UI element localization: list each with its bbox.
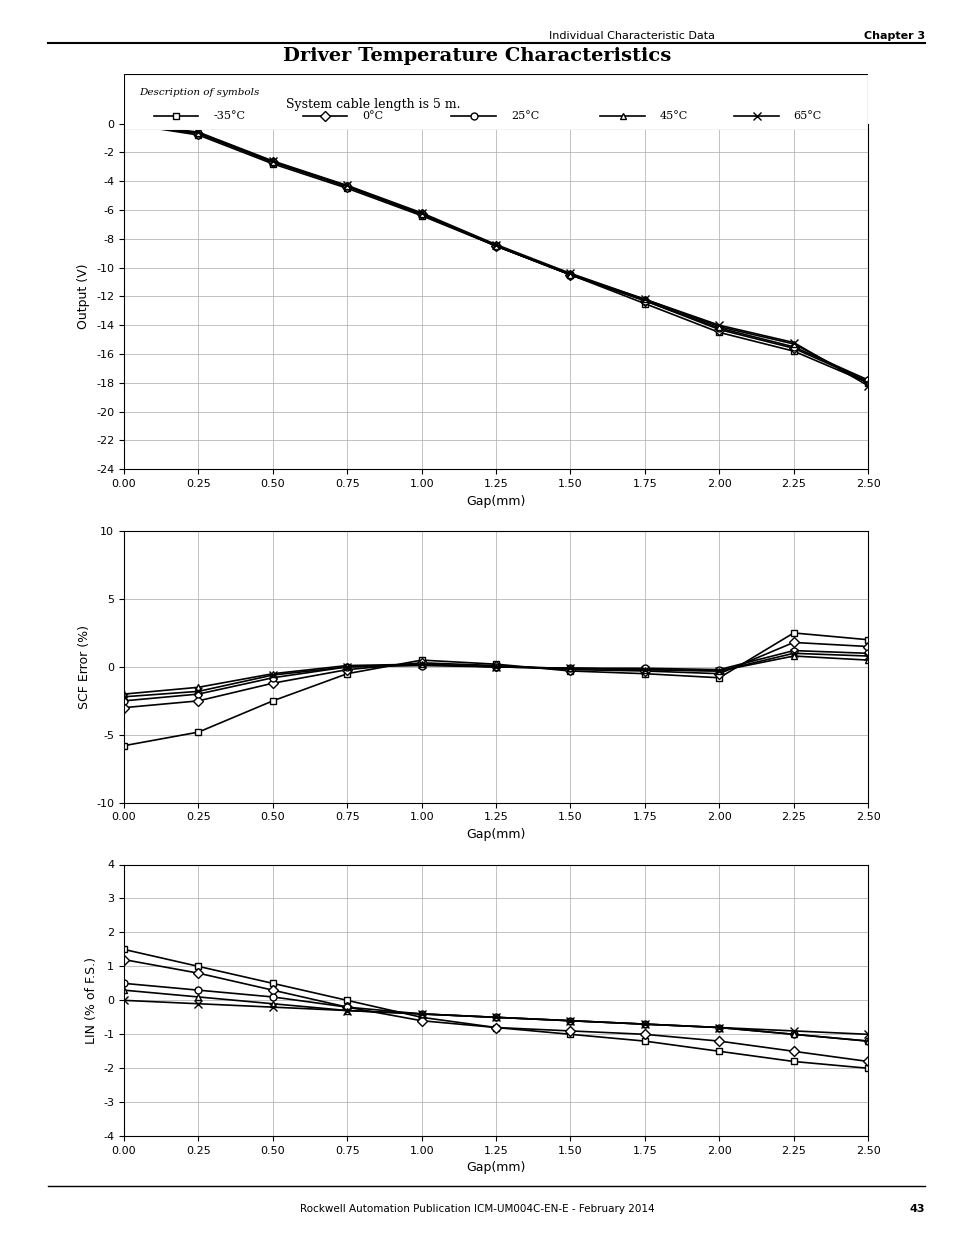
Y-axis label: SCF Error (%): SCF Error (%) <box>77 625 91 709</box>
Text: Rockwell Automation Publication ICM-UM004C-EN-E - February 2014: Rockwell Automation Publication ICM-UM00… <box>299 1204 654 1214</box>
Text: -35°C: -35°C <box>213 111 245 121</box>
X-axis label: Gap(mm): Gap(mm) <box>466 827 525 841</box>
Text: Individual Characteristic Data: Individual Characteristic Data <box>549 31 715 41</box>
Text: 65°C: 65°C <box>793 111 821 121</box>
X-axis label: Gap(mm): Gap(mm) <box>466 1161 525 1174</box>
Text: 45°C: 45°C <box>659 111 687 121</box>
Y-axis label: Output (V): Output (V) <box>77 263 91 330</box>
Text: Driver Temperature Characteristics: Driver Temperature Characteristics <box>283 47 670 64</box>
Text: 43: 43 <box>909 1204 924 1214</box>
Text: Description of symbols: Description of symbols <box>139 88 259 98</box>
Text: 25°C: 25°C <box>511 111 538 121</box>
Text: Chapter 3: Chapter 3 <box>863 31 924 41</box>
Y-axis label: LIN (% of F.S.): LIN (% of F.S.) <box>85 957 97 1044</box>
FancyBboxPatch shape <box>124 74 867 130</box>
X-axis label: Gap(mm): Gap(mm) <box>466 494 525 508</box>
Text: System cable length is 5 m.: System cable length is 5 m. <box>286 99 460 111</box>
Text: 0°C: 0°C <box>362 111 383 121</box>
